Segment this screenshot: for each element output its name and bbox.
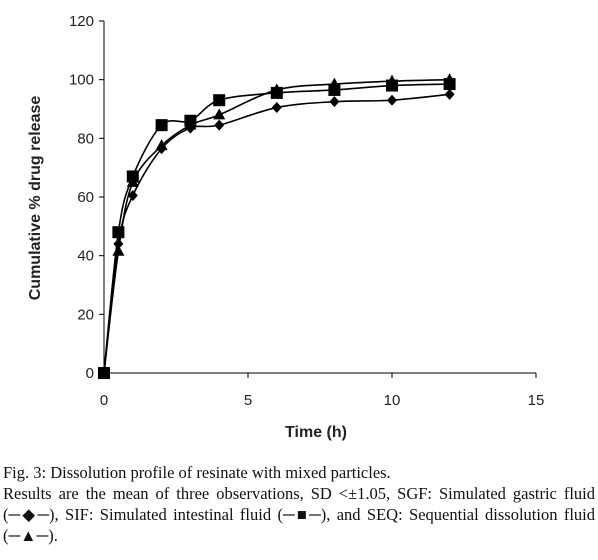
x-tick-label: 15	[528, 392, 545, 409]
caption-body: Results are the mean of three observatio…	[3, 484, 595, 545]
y-tick-label: 80	[77, 130, 94, 147]
point-seq	[270, 83, 283, 95]
caption-title: Fig. 3: Dissolution profile of resinate …	[3, 463, 391, 482]
point-seq	[112, 244, 125, 256]
point-seq	[155, 139, 168, 151]
dissolution-chart: 0 20 40 60 80 100 120 0 5 10 15 Time (h) Cumulati…	[27, 13, 545, 441]
series-line-seq	[103, 78, 450, 374]
series-line-sif	[103, 83, 450, 374]
y-tick-label: 100	[69, 72, 94, 89]
point-sif	[155, 119, 168, 132]
chart-axes	[103, 21, 536, 374]
x-axis-ticks: 0 5 10 15	[100, 373, 545, 409]
x-axis-title: Time (h)	[285, 424, 347, 441]
point-seq	[126, 175, 139, 187]
series-line-sgf	[103, 93, 450, 374]
y-tick-label: 60	[77, 189, 94, 206]
y-tick-label: 120	[69, 13, 94, 30]
x-tick-label: 5	[244, 392, 252, 409]
point-sgf	[271, 102, 282, 114]
y-tick-label: 40	[77, 248, 94, 265]
y-axis-ticks: 0 20 40 60 80 100 120	[69, 13, 104, 382]
point-sgf	[127, 190, 138, 202]
x-tick-label: 10	[384, 392, 401, 409]
point-sgf	[387, 94, 397, 106]
point-seq	[184, 118, 197, 130]
y-tick-label: 20	[77, 306, 94, 323]
point-sgf	[214, 119, 225, 131]
figure-caption: Fig. 3: Dissolution profile of resinate …	[3, 462, 595, 546]
series-sif	[98, 78, 456, 379]
y-tick-label: 0	[86, 365, 94, 382]
point-seq	[386, 74, 398, 86]
point-seq	[98, 366, 110, 378]
x-tick-label: 0	[100, 392, 108, 409]
point-seq	[328, 77, 341, 89]
point-seq	[443, 73, 456, 85]
y-axis-title: Cumulative % drug release	[27, 96, 44, 301]
series-layer	[98, 73, 456, 379]
point-sgf	[444, 88, 455, 100]
series-seq	[98, 73, 456, 378]
point-sif	[213, 94, 226, 107]
point-seq	[213, 108, 226, 120]
series-sgf	[99, 88, 455, 379]
point-sgf	[329, 96, 340, 108]
